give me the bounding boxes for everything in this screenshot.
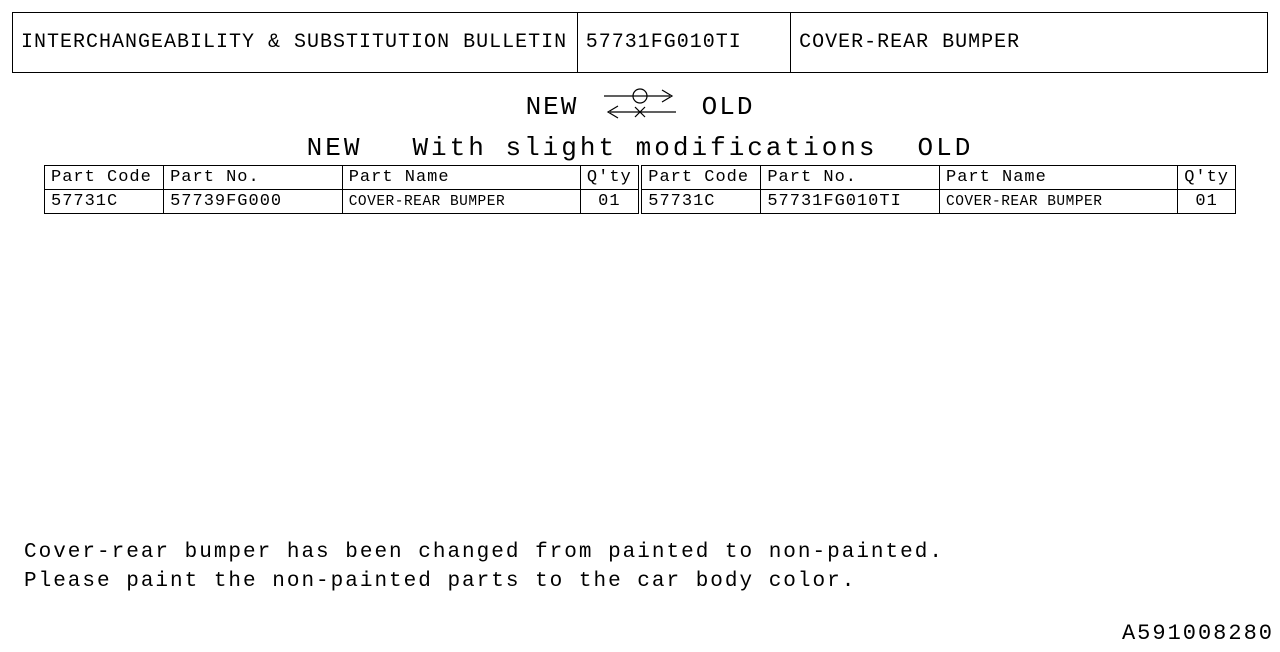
parts-table: Part Code Part No. Part Name Q'ty Part C… — [44, 165, 1236, 214]
header-title: INTERCHANGEABILITY & SUBSTITUTION BULLET… — [13, 13, 578, 73]
subtitle-old: OLD — [918, 133, 974, 163]
header-part-number: 57731FG010TI — [577, 13, 790, 73]
relation-old-label: OLD — [702, 92, 755, 122]
col-old-name: Part Name — [940, 166, 1178, 190]
document-number: A591008280 — [1122, 621, 1274, 646]
relation-line: NEW OLD — [0, 83, 1280, 131]
col-old-qty: Q'ty — [1178, 166, 1236, 190]
old-part-code: 57731C — [642, 190, 761, 214]
old-part-name: COVER-REAR BUMPER — [940, 190, 1178, 214]
parts-table-wrap: Part Code Part No. Part Name Q'ty Part C… — [44, 165, 1236, 214]
old-qty: 01 — [1178, 190, 1236, 214]
relation-block: NEW OLD NEW With slight modifications OLD — [0, 83, 1280, 163]
note-line-1: Cover-rear bumper has been changed from … — [24, 539, 944, 567]
col-new-code: Part Code — [45, 166, 164, 190]
col-old-no: Part No. — [761, 166, 940, 190]
new-qty: 01 — [580, 190, 638, 214]
col-old-code: Part Code — [642, 166, 761, 190]
subtitle-new: NEW — [307, 133, 363, 163]
new-part-no: 57739FG000 — [164, 190, 343, 214]
old-part-no: 57731FG010TI — [761, 190, 940, 214]
interchange-symbol-icon — [600, 83, 680, 131]
col-new-no: Part No. — [164, 166, 343, 190]
header-part-name: COVER-REAR BUMPER — [791, 13, 1268, 73]
note-line-2: Please paint the non-painted parts to th… — [24, 568, 944, 596]
relation-subtitle: NEW With slight modifications OLD — [0, 133, 1280, 163]
col-new-name: Part Name — [342, 166, 580, 190]
col-new-qty: Q'ty — [580, 166, 638, 190]
subtitle-mid: With slight modifications — [412, 133, 877, 163]
relation-new-label: NEW — [526, 92, 579, 122]
new-part-code: 57731C — [45, 190, 164, 214]
notes-block: Cover-rear bumper has been changed from … — [24, 539, 944, 596]
table-row: 57731C 57739FG000 COVER-REAR BUMPER 01 5… — [45, 190, 1236, 214]
table-header-row: Part Code Part No. Part Name Q'ty Part C… — [45, 166, 1236, 190]
header-table: INTERCHANGEABILITY & SUBSTITUTION BULLET… — [12, 12, 1268, 73]
new-part-name: COVER-REAR BUMPER — [342, 190, 580, 214]
